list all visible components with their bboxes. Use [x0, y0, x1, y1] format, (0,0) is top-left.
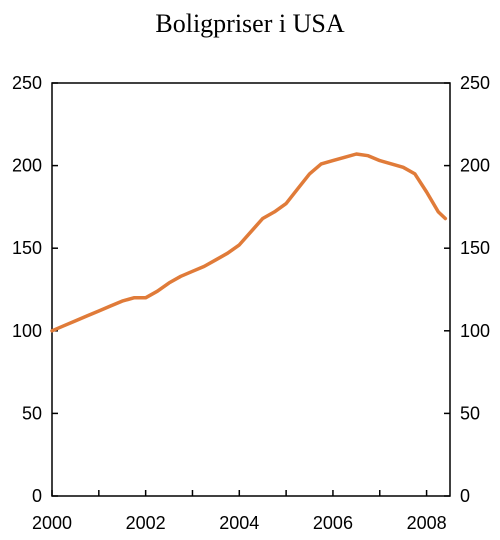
- axis-ticks: [51, 82, 450, 497]
- x-tick-label: 2006: [313, 513, 353, 533]
- y-tick-label-left: 50: [22, 403, 42, 423]
- y-tick-label-right: 0: [460, 486, 470, 506]
- y-tick-label-right: 250: [460, 73, 490, 93]
- y-tick-label-right: 200: [460, 156, 490, 176]
- plot-area: [51, 82, 451, 497]
- y-tick-label-left: 200: [12, 156, 42, 176]
- series-line: [50, 152, 448, 333]
- y-tick-label-left: 0: [32, 486, 42, 506]
- x-tick-label: 2002: [126, 513, 166, 533]
- y-tick-label-right: 100: [460, 321, 490, 341]
- y-tick-label-left: 100: [12, 321, 42, 341]
- x-tick-label: 2008: [407, 513, 447, 533]
- x-tick-label: 2000: [32, 513, 72, 533]
- y-tick-label-right: 150: [460, 238, 490, 258]
- chart-title: Boligpriser i USA: [155, 9, 344, 38]
- y-tick-label-right: 50: [460, 403, 480, 423]
- x-tick-label: 2004: [219, 513, 259, 533]
- axis-labels: 0 0 50 50 100 100 150 150 200 200 250 250 2000 2002 20…: [12, 73, 490, 533]
- y-tick-label-left: 150: [12, 238, 42, 258]
- y-tick-label-left: 250: [12, 73, 42, 93]
- series-lines: [50, 152, 448, 333]
